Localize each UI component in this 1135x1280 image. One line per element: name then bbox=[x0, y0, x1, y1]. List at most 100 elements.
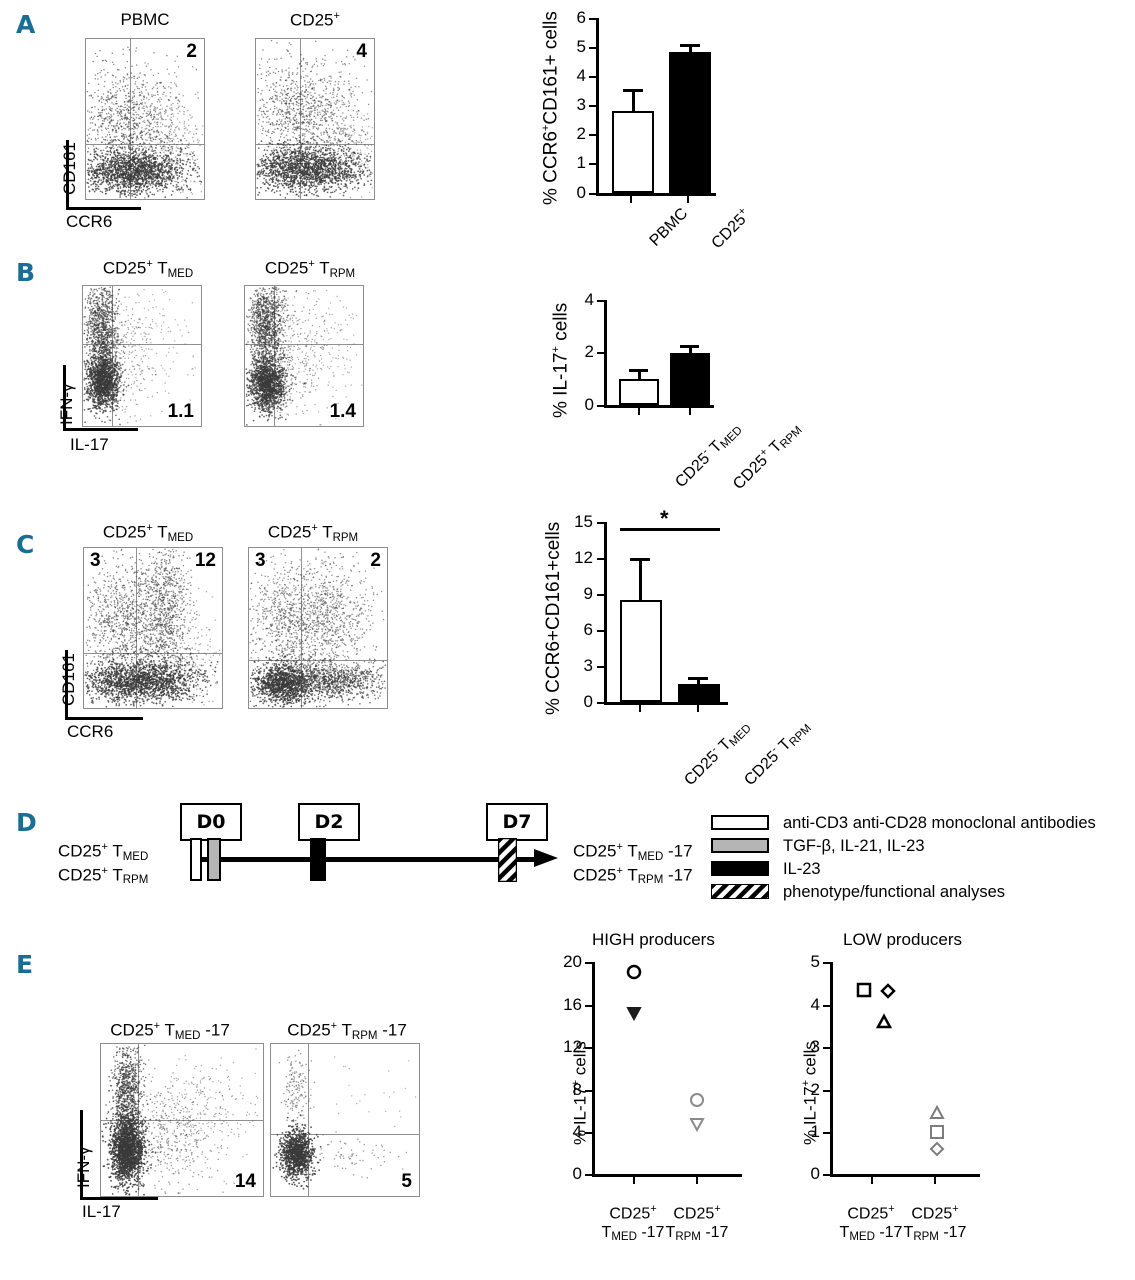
x-axis bbox=[596, 193, 716, 196]
ytick-3: 3 bbox=[554, 95, 586, 115]
bar-trpm[interactable] bbox=[670, 353, 710, 405]
panelE-high-ylabel: % IL-17+ cells bbox=[570, 1041, 591, 1145]
x-axis bbox=[830, 1174, 980, 1177]
bar-pbmc[interactable] bbox=[612, 111, 654, 193]
legend-label-cytokines: TGF-β, IL-21, IL-23 bbox=[783, 837, 925, 856]
ytick-3: 3 bbox=[790, 1037, 820, 1057]
arrow-head-icon bbox=[534, 849, 558, 867]
legend-label-antibodies: anti-CD3 anti-CD28 monoclonal antibodies bbox=[783, 814, 1096, 833]
errorbar-trpm-cap bbox=[680, 345, 699, 348]
y-axis bbox=[604, 522, 607, 705]
panelE-high-xcat-0: CD25+ TMED -17 bbox=[590, 1203, 676, 1243]
panelB-flow1-title: CD25+ TMED bbox=[78, 258, 218, 280]
ytick-5: 15 bbox=[560, 512, 593, 532]
y-axis bbox=[592, 962, 595, 1177]
panelB-bar-chart[interactable]: 0 2 4 bbox=[566, 290, 716, 430]
panelC-bar-chart[interactable]: 0 3 6 9 12 15 * bbox=[560, 506, 728, 722]
timeline-block-il23 bbox=[310, 838, 326, 881]
significance-star: * bbox=[660, 506, 669, 532]
legend-swatch-analyses bbox=[711, 884, 769, 899]
legend-label-analyses: phenotype/functional analyses bbox=[783, 883, 1005, 902]
timeline-block-antibodies bbox=[190, 838, 202, 881]
day-box-d0: D0 bbox=[180, 803, 242, 841]
quadrant-hline bbox=[86, 144, 204, 145]
ytick-6: 6 bbox=[554, 8, 586, 28]
timeline-block-analyses bbox=[498, 838, 517, 882]
quadrant-hline bbox=[256, 144, 374, 145]
panelE-low-scatter[interactable]: 0 1 2 3 4 5 bbox=[811, 952, 1010, 1192]
panelC-y-axis-label: CD161 bbox=[59, 653, 79, 706]
panelE-low-xcat-1: CD25+ TRPM -17 bbox=[892, 1203, 978, 1243]
quadrant-count: 1.4 bbox=[330, 401, 356, 423]
panelD-input-line-1: CD25+ TRPM bbox=[58, 864, 148, 888]
quadrant-vline bbox=[308, 1044, 309, 1196]
legend-swatch-il23 bbox=[711, 861, 769, 876]
errorbar-pbmc-cap bbox=[623, 89, 643, 92]
flow-plot-e-med[interactable]: 14 bbox=[100, 1043, 264, 1197]
panelA-x-axis-label: CCR6 bbox=[66, 212, 112, 232]
panel-letter-a: A bbox=[16, 10, 35, 39]
ytick-1: 1 bbox=[554, 153, 586, 173]
legend-swatch-cytokines bbox=[711, 838, 769, 853]
panelE-high-xcat-1: CD25+ TRPM -17 bbox=[654, 1203, 740, 1243]
ytick-4: 4 bbox=[790, 995, 820, 1015]
panelA-x-axis-line bbox=[66, 207, 141, 210]
flow-plot-c-med[interactable]: 3 12 bbox=[83, 547, 223, 709]
panelD-output-line-1: CD25+ TRPM -17 bbox=[573, 864, 693, 888]
flow-plot-e-rpm[interactable]: 5 bbox=[270, 1043, 420, 1197]
bar-cd25[interactable] bbox=[669, 52, 711, 193]
panelE-low-xcat-0: CD25+ TMED -17 bbox=[828, 1203, 914, 1243]
flow-plot-b-rpm[interactable]: 1.4 bbox=[244, 285, 364, 427]
quadrant-hline bbox=[84, 653, 222, 654]
ytick-1: 1 bbox=[790, 1122, 820, 1142]
panelA-flow1-title: PBMC bbox=[85, 10, 205, 30]
bar-tmed[interactable] bbox=[620, 600, 662, 702]
ytick-2: 6 bbox=[560, 620, 593, 640]
ytick-0: 0 bbox=[570, 395, 594, 415]
flow-plot-b-med[interactable]: 1.1 bbox=[82, 285, 202, 427]
panelE-y-axis-label: IFN-γ bbox=[74, 1146, 94, 1188]
quadrant-hline bbox=[245, 344, 363, 345]
ytick-0: 0 bbox=[560, 692, 593, 712]
panelB-x-axis-line bbox=[63, 428, 138, 431]
panelC-x-axis-label: CCR6 bbox=[67, 722, 113, 742]
ytick-2: 8 bbox=[544, 1080, 582, 1100]
ytick-3: 12 bbox=[544, 1037, 582, 1057]
panelD-timeline-arrow bbox=[190, 857, 540, 862]
quadrant-count: 14 bbox=[235, 1171, 256, 1193]
flow-plot-cd25-a[interactable]: 4 bbox=[255, 38, 375, 200]
panelC-flow2-title: CD25+ TRPM bbox=[243, 522, 383, 544]
panelB-x-axis-label: IL-17 bbox=[70, 435, 109, 455]
panelE-low-title: LOW producers bbox=[843, 930, 962, 950]
x-axis bbox=[604, 702, 728, 705]
ytick-1: 2 bbox=[570, 342, 594, 362]
panelA-bar-chart[interactable]: 0 1 2 3 4 5 6 bbox=[554, 8, 716, 213]
errorbar-tmed-stem bbox=[638, 369, 641, 381]
quadrant-count-ul: 3 bbox=[255, 550, 266, 572]
quadrant-vline bbox=[300, 39, 301, 199]
x-axis bbox=[592, 1174, 742, 1177]
y-axis bbox=[604, 300, 607, 408]
legend-label-il23: IL-23 bbox=[783, 860, 821, 879]
panelE-x-axis-line bbox=[80, 1197, 158, 1200]
ytick-5: 20 bbox=[544, 952, 582, 972]
panelE-x-axis-label: IL-17 bbox=[82, 1202, 121, 1222]
errorbar-cd25-stem bbox=[689, 44, 692, 54]
ytick-2: 2 bbox=[790, 1080, 820, 1100]
ytick-1: 4 bbox=[544, 1122, 582, 1142]
panelA-y-axis-label: CD161 bbox=[60, 142, 80, 195]
quadrant-count: 5 bbox=[401, 1171, 412, 1193]
panelE-high-scatter[interactable]: 0 4 8 12 16 20 bbox=[563, 952, 772, 1192]
bar-tmed[interactable] bbox=[619, 379, 659, 405]
flow-plot-pbmc[interactable]: 2 bbox=[85, 38, 205, 200]
ytick-0: 0 bbox=[790, 1164, 820, 1184]
panelB-y-axis-label: IFN-γ bbox=[57, 383, 77, 425]
panelD-output-line-0: CD25+ TMED -17 bbox=[573, 840, 693, 864]
ytick-3: 9 bbox=[560, 584, 593, 604]
quadrant-count: 1.1 bbox=[168, 401, 194, 423]
flow-plot-c-rpm[interactable]: 3 2 bbox=[248, 547, 388, 709]
panelD-input-line-0: CD25+ TMED bbox=[58, 840, 148, 864]
quadrant-vline bbox=[130, 39, 131, 199]
ytick-1: 3 bbox=[560, 656, 593, 676]
y-axis bbox=[596, 18, 599, 196]
